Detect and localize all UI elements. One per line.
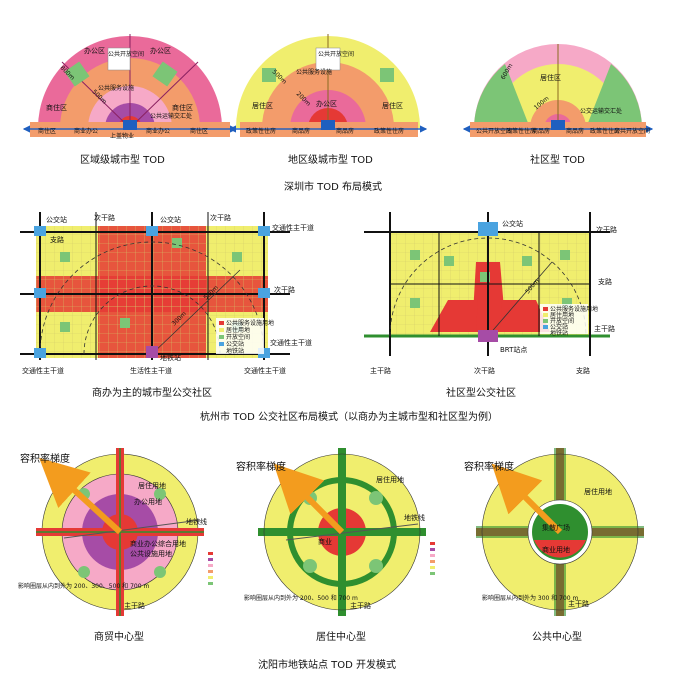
hz-com-legend-4: 公交站 (550, 323, 568, 331)
sz-reg-bottom-4: 商业办公 (146, 127, 170, 135)
sz-dis-resid-right: 居住区 (382, 101, 403, 110)
shenzhen-district-diagram (228, 34, 428, 137)
sz-dis-bottom-3: 商品房 (336, 127, 354, 135)
hz-com-legend-5: 地铁站 (550, 329, 568, 337)
hz-urb-bus-stop-left: 公交站 (46, 215, 67, 224)
hz-urb-legend-4: 公交站 (226, 340, 244, 348)
sy-com-far-gradient: 容积率梯度 (20, 452, 70, 465)
sz-reg-bottom-1: 商住区 (38, 127, 56, 135)
sy-res-caption: 居住中心型 (316, 630, 366, 643)
hz-com-legend-2: 居住用地 (550, 311, 574, 319)
hangzhou-urban-diagram (20, 212, 290, 360)
sz-dis-resid-left: 居住区 (252, 101, 273, 110)
sy-res-residential: 居住用地 (376, 475, 404, 484)
sz-reg-public-service: 公共服务设施 (98, 84, 134, 92)
hz-urb-metro-station: 地铁站 (160, 353, 181, 362)
sy-com-note: 影响圈层从内到外为 200、300、500 和 700 m (18, 582, 149, 590)
sz-dis-public-service: 公共服务设施 (296, 68, 332, 76)
hangzhou-community-diagram (364, 212, 610, 356)
sy-res-far-gradient: 容积率梯度 (236, 460, 286, 473)
shenzhen-community-diagram (462, 44, 654, 137)
sy-pub-note: 影响圈层从内到外为 300 和 700 m (482, 594, 579, 602)
sy-com-residential: 居住用地 (138, 481, 166, 490)
hz-com-secondary-top: 次干路 (596, 225, 617, 234)
hz-urb-secondary-right: 次干路 (274, 285, 295, 294)
hz-com-legend-3: 开放空间 (550, 317, 574, 325)
sz-reg-biz-right: 商住区 (172, 103, 193, 112)
hz-urb-secondary-top-right: 次干路 (210, 213, 231, 222)
hz-urb-legend-2: 居住用地 (226, 326, 250, 334)
hz-urb-bus-stop-right: 公交站 (160, 215, 181, 224)
sz-reg-biz-left: 商住区 (46, 103, 67, 112)
hz-com-bus-stop: 公交站 (502, 219, 523, 228)
sz-com-caption: 社区型 TOD (530, 153, 585, 166)
hz-urb-legend-1: 公共服务设施用地 (226, 319, 274, 327)
sz-com-residential: 居住区 (540, 73, 561, 82)
sz-dis-open-space: 公共开放空间 (318, 50, 354, 58)
sz-dis-bottom-4: 政策性住房 (374, 127, 404, 135)
sz-reg-open-space: 公共开放空间 (108, 50, 144, 58)
sz-reg-caption: 区域级城市型 TOD (80, 153, 165, 166)
hz-com-brt-station: BRT站点 (500, 345, 527, 354)
sy-com-caption: 商贸中心型 (94, 630, 144, 643)
sy-pub-residential: 居住用地 (584, 487, 612, 496)
sz-com-bottom-2: 政策性住房 (506, 127, 536, 135)
sy-pub-caption: 公共中心型 (532, 630, 582, 643)
sz-reg-bottom-5: 商住区 (190, 127, 208, 135)
hz-urb-transit-arterial-r: 交通性主干道 (270, 338, 312, 347)
sz-dis-bottom-2: 商品房 (292, 127, 310, 135)
shenyang-residential-diagram (258, 448, 446, 616)
sy-res-note: 影响圈层从内到外为 200、500 和 700 m (244, 594, 358, 602)
sz-com-bottom-4: 商品房 (566, 127, 584, 135)
hz-com-legend-1: 公共服务设施用地 (550, 305, 598, 313)
hz-urb-caption: 商办为主的城市型公交社区 (92, 386, 212, 399)
hz-com-arterial-bl: 主干路 (370, 366, 391, 375)
hz-section-title: 杭州市 TOD 公交社区布局模式（以商办为主城市型和社区型为例） (200, 410, 498, 423)
hz-urb-transit-arterial-bl: 交通性主干道 (22, 366, 64, 375)
hz-urb-life-arterial: 生活性主干道 (130, 366, 172, 375)
shenzhen-regional-diagram (22, 34, 238, 137)
sz-com-bottom-5: 政策性住房 (590, 127, 620, 135)
hz-com-branch-bottom: 支路 (576, 366, 590, 375)
sz-dis-caption: 地区级城市型 TOD (288, 153, 373, 166)
sy-com-mixed: 商业办公综合用地 (130, 539, 186, 548)
hz-com-secondary-bottom: 次干路 (474, 366, 495, 375)
sy-com-metro-line: 地铁线 (186, 517, 207, 526)
sy-section-title: 沈阳市地铁站点 TOD 开发模式 (258, 658, 396, 671)
hz-com-arterial-right: 主干路 (594, 324, 615, 333)
sz-com-bottom-6: 公共开放空间 (614, 127, 650, 135)
hz-urb-transit-arterial-br: 交通性主干道 (244, 366, 286, 375)
sy-res-metro-line: 地铁线 (404, 513, 425, 522)
sy-pub-plaza: 集散广场 (542, 523, 570, 532)
hz-com-branch-road: 支路 (598, 277, 612, 286)
sz-com-bottom-3: 商品房 (532, 127, 550, 135)
sy-com-arterial: 主干路 (124, 601, 145, 610)
hz-urb-legend-5: 地铁站 (226, 347, 244, 355)
shenyang-commerce-diagram (36, 448, 224, 616)
sz-reg-bottom-2: 商业办公 (74, 127, 98, 135)
hz-urb-transit-arterial-tr: 交通性主干道 (272, 223, 314, 232)
shenyang-public-diagram (476, 448, 644, 616)
sy-pub-far-gradient: 容积率梯度 (464, 460, 514, 473)
sy-res-commercial: 商业 (318, 537, 332, 546)
hz-urb-branch-road: 支路 (50, 235, 64, 244)
sz-reg-office-left: 办公区 (84, 46, 105, 55)
hz-com-caption: 社区型公交社区 (446, 386, 516, 399)
sz-reg-transit-hub: 公共运输交汇处 (150, 112, 192, 120)
sz-dis-office: 办公区 (316, 99, 337, 108)
sy-com-office: 办公用地 (134, 497, 162, 506)
sz-com-bottom-1: 公共开放空间 (476, 127, 512, 135)
sz-reg-office-right: 办公区 (150, 46, 171, 55)
sz-com-transit-hub: 公交运输交汇处 (580, 107, 622, 115)
sy-pub-arterial: 主干路 (568, 599, 589, 608)
sz-reg-bottom-3: 上盖物业 (110, 132, 134, 140)
sy-res-arterial: 主干路 (350, 601, 371, 610)
sz-dis-bottom-1: 政策性住房 (246, 127, 276, 135)
sz-section-title: 深圳市 TOD 布局模式 (284, 180, 382, 193)
sy-pub-commercial: 商业用地 (542, 545, 570, 554)
hz-urb-secondary-top-left: 次干路 (94, 213, 115, 222)
hz-urb-legend-3: 开放空间 (226, 333, 250, 341)
sy-com-public-fac: 公共设施用地 (130, 549, 172, 558)
